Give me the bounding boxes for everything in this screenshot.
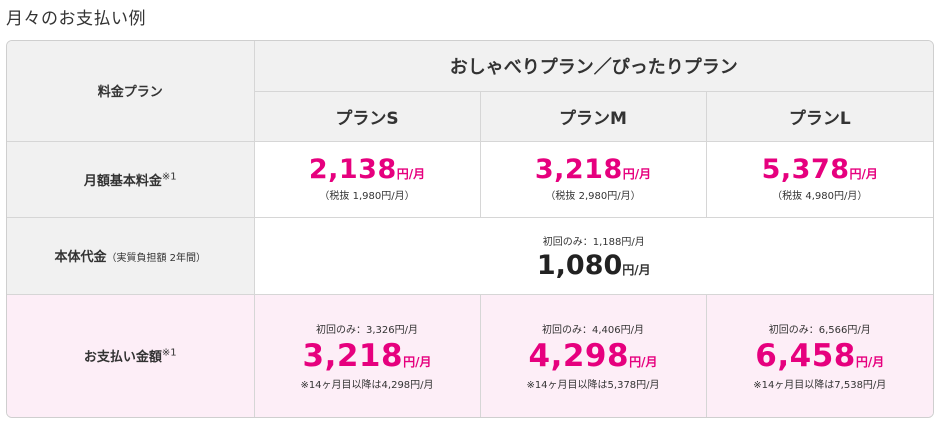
row-label-monthly-basic: 月額基本料金※1 xyxy=(7,140,255,218)
price: 3,218 xyxy=(534,154,623,185)
col-header-plan-label: 料金プラン xyxy=(7,41,255,142)
monthly-basic-s: 2,138円/月 （税抜 1,980円/月） xyxy=(253,140,481,218)
price: 5,378 xyxy=(761,154,850,185)
row-label-device-cost: 本体代金（実質負担額 2年間） xyxy=(7,216,255,295)
group-title: おしゃべりプラン／ぴったりプラン xyxy=(253,41,933,92)
monthly-basic-l: 5,378円/月 （税抜 4,980円/月） xyxy=(705,140,933,218)
price: 4,298 xyxy=(528,337,630,374)
row-label-payment: お支払い金額※1 xyxy=(7,293,255,417)
plan-header-m: プランM xyxy=(479,90,707,142)
plan-header-s: プランS xyxy=(254,90,481,142)
payment-s: 初回のみ：3,326円/月 3,218円/月 ※14ヶ月目以降は4,298円/月 xyxy=(253,293,481,417)
price: 6,458 xyxy=(755,337,856,374)
device-cost-cell: 初回のみ：1,188円/月 1,080円/月 xyxy=(253,216,933,295)
device-price: 1,080 xyxy=(536,249,623,281)
page-title: 月々のお支払い例 xyxy=(6,9,146,29)
payment-l: 初回のみ：6,566円/月 6,458円/月 ※14ヶ月目以降は7,538円/月 xyxy=(705,293,933,417)
payment-example-table: 料金プラン おしゃべりプラン／ぴったりプラン プランS プランM プランL 月額… xyxy=(6,40,934,418)
price: 3,218 xyxy=(302,337,404,374)
monthly-basic-m: 3,218円/月 （税抜 2,980円/月） xyxy=(479,140,707,218)
payment-m: 初回のみ：4,406円/月 4,298円/月 ※14ヶ月目以降は5,378円/月 xyxy=(479,293,707,417)
plan-header-l: プランL xyxy=(705,90,933,142)
price: 2,138 xyxy=(308,154,397,185)
